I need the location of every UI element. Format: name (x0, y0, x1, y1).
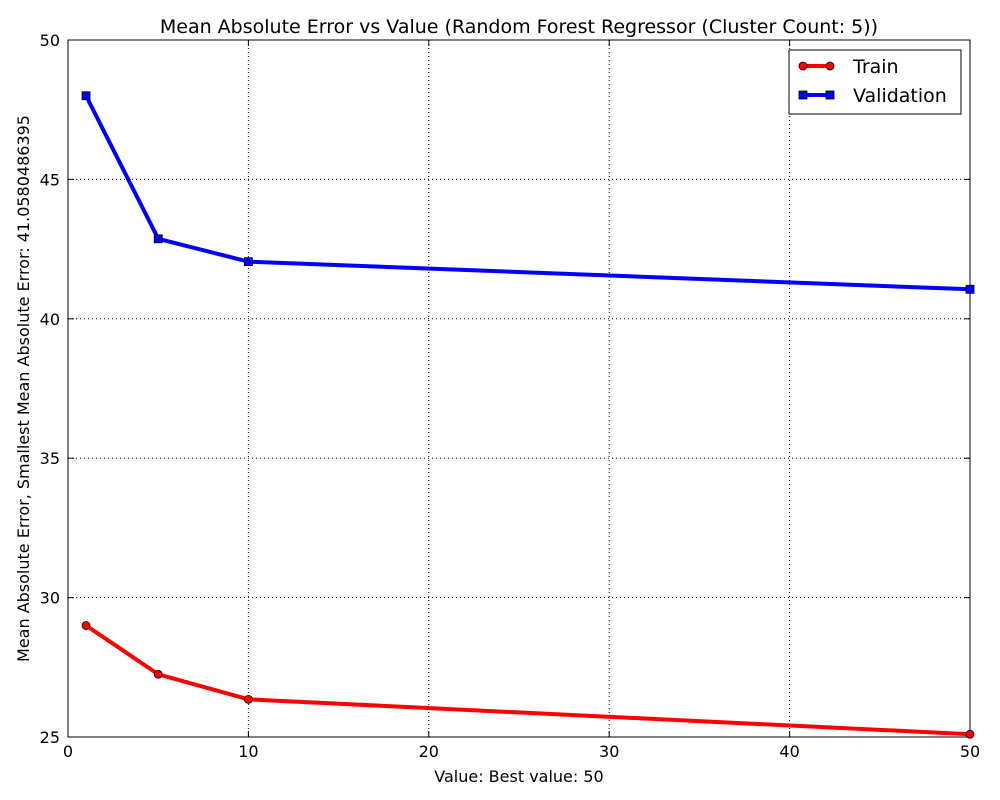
validation-series (81, 91, 975, 294)
train-point (153, 669, 163, 679)
y-axis-label: Mean Absolute Error, Smallest Mean Absol… (14, 115, 33, 662)
validation-legend-label: Validation (853, 85, 947, 107)
train-line (84, 623, 971, 737)
validation-point (965, 284, 975, 294)
y-tick-label: 40 (40, 310, 60, 329)
chart-title: Mean Absolute Error vs Value (Random For… (160, 16, 878, 38)
x-tick-label: 10 (238, 742, 258, 761)
train-point (81, 621, 91, 630)
x-tick-label: 40 (779, 742, 799, 761)
x-tick-label: 0 (63, 742, 73, 761)
train-point (965, 729, 975, 739)
train-legend-marker-end (825, 61, 835, 71)
validation-line (84, 94, 971, 292)
y-tick-label: 50 (40, 31, 60, 50)
validation-legend-marker-end (825, 90, 835, 100)
x-tick-label: 20 (419, 742, 439, 761)
validation-point (153, 234, 163, 244)
x-tick-label: 50 (960, 742, 980, 761)
series-lines (81, 91, 975, 739)
grid-lines (68, 40, 970, 737)
legend: Train Validation (788, 49, 962, 115)
legend-box (788, 49, 962, 115)
train-series (81, 621, 975, 739)
y-tick-label: 30 (40, 589, 60, 608)
axis-ticks: 0 10 20 30 40 50 25 30 35 40 45 50 (40, 31, 981, 761)
y-tick-label: 45 (40, 170, 60, 189)
y-tick-label: 25 (40, 728, 60, 747)
x-tick-label: 30 (599, 742, 619, 761)
train-point (243, 694, 253, 704)
train-legend-label: Train (852, 56, 899, 78)
train-legend-marker-start (798, 61, 808, 71)
x-axis-label: Value: Best value: 50 (434, 767, 603, 786)
validation-legend-marker-start (798, 90, 808, 100)
y-tick-label: 35 (40, 449, 60, 468)
validation-point (243, 257, 253, 267)
validation-point (81, 91, 91, 101)
plot-frame (67, 39, 971, 738)
